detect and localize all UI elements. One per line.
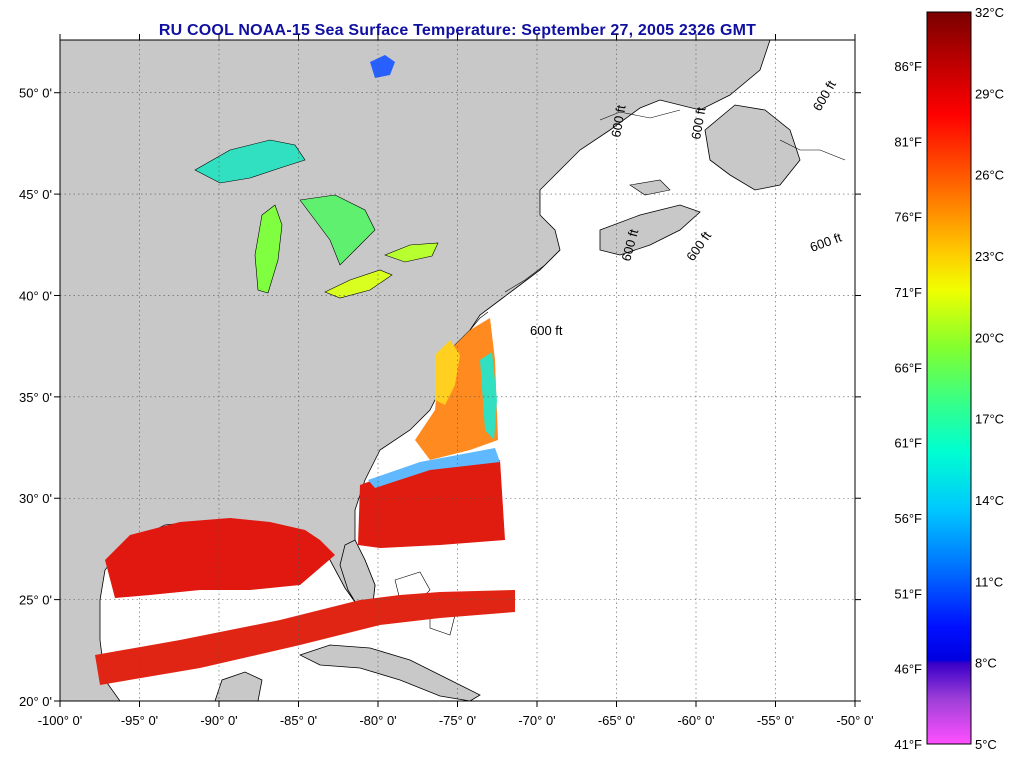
celsius-label: 23°C	[975, 249, 1004, 264]
fahrenheit-label: 46°F	[894, 662, 922, 677]
fahrenheit-label: 66°F	[894, 360, 922, 375]
celsius-label: 11°C	[975, 574, 1003, 589]
lon-tick-label: -70° 0'	[518, 713, 555, 728]
lon-tick-label: -55° 0'	[757, 713, 794, 728]
lon-tick-label: -95° 0'	[121, 713, 158, 728]
fahrenheit-label: 56°F	[894, 511, 922, 526]
celsius-label: 5°C	[975, 737, 997, 752]
lat-tick-label: 50° 0'	[19, 86, 52, 101]
lon-tick-label: -90° 0'	[200, 713, 237, 728]
bathy-label: 600 ft	[530, 323, 563, 338]
bathy-label: 600 ft	[608, 104, 628, 139]
sst-gulf-north	[105, 518, 335, 598]
lake-ontario	[384, 242, 439, 263]
land-yucatan	[214, 671, 263, 701]
sst-atlantic-cool-band	[368, 448, 500, 488]
lat-tick-label: 20° 0'	[19, 694, 52, 709]
lake-michigan	[254, 204, 283, 294]
celsius-label: 26°C	[975, 168, 1004, 183]
fahrenheit-label: 86°F	[894, 59, 922, 74]
lat-tick-label: 45° 0'	[19, 187, 52, 202]
temperature-colorbar	[926, 11, 972, 745]
lat-tick-label: 40° 0'	[19, 288, 52, 303]
celsius-label: 20°C	[975, 330, 1004, 345]
sst-shelf-cool	[480, 352, 497, 440]
sst-chesapeake	[435, 340, 460, 405]
lon-tick-label: -60° 0'	[677, 713, 714, 728]
bathy-label: 600 ft	[688, 106, 708, 141]
celsius-label: 14°C	[975, 493, 1004, 508]
fahrenheit-label: 81°F	[894, 134, 922, 149]
lon-tick-label: -65° 0'	[598, 713, 635, 728]
lat-tick-label: 35° 0'	[19, 390, 52, 405]
fahrenheit-label: 41°F	[894, 737, 922, 752]
lon-tick-label: -85° 0'	[280, 713, 317, 728]
lat-tick-label: 30° 0'	[19, 491, 52, 506]
land-prince-edward	[629, 179, 671, 196]
fahrenheit-label: 51°F	[894, 586, 922, 601]
lake-superior	[194, 139, 306, 184]
celsius-label: 32°C	[975, 5, 1004, 20]
sst-mid-atlantic	[415, 318, 498, 460]
fahrenheit-label: 71°F	[894, 285, 922, 300]
lon-tick-label: -80° 0'	[359, 713, 396, 728]
sst-atlantic-southeast	[358, 460, 505, 548]
sst-gulf-south	[95, 590, 515, 685]
lake-huron	[299, 194, 376, 266]
land-nova-scotia	[599, 204, 701, 256]
land-cuba	[298, 644, 481, 701]
colorbar-labels: 32°C 29°C 26°C 23°C 20°C 17°C 14°C 11°C 8°C 5°C 86…	[894, 5, 1004, 752]
lat-tick-label: 25° 0'	[19, 593, 52, 608]
celsius-label: 17°C	[975, 412, 1004, 427]
lake-erie	[324, 269, 393, 299]
bathymetry-labels: 600 ft 600 ft 600 ft 600 ft 600 ft 600 f…	[530, 77, 844, 338]
lon-tick-label: -50° 0'	[836, 713, 873, 728]
lon-tick-label: -100° 0'	[38, 713, 83, 728]
celsius-label: 8°C	[975, 656, 997, 671]
fahrenheit-label: 61°F	[894, 436, 922, 451]
fahrenheit-label: 76°F	[894, 210, 922, 225]
map-title: RU COOL NOAA-15 Sea Surface Temperature:…	[158, 22, 757, 39]
lon-tick-label: -75° 0'	[439, 713, 476, 728]
graticule	[60, 40, 855, 701]
celsius-label: 29°C	[975, 86, 1004, 101]
land-newfoundland	[704, 104, 801, 191]
sst-northern-lake	[370, 55, 395, 78]
coastline-details	[469, 109, 846, 331]
axis-ticks: -100° 0' -95° 0' -90° 0' -85° 0' -80° 0' -75°…	[19, 34, 874, 728]
